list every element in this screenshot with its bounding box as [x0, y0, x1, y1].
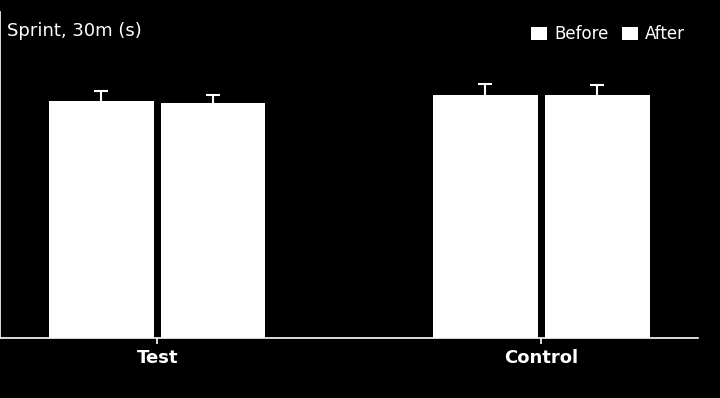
Bar: [545, 96, 649, 338]
Legend: Before, After: Before, After: [526, 20, 690, 48]
Bar: [161, 103, 266, 338]
Text: Sprint, 30m (s): Sprint, 30m (s): [7, 22, 142, 40]
Bar: [433, 96, 538, 338]
Bar: [49, 101, 153, 338]
